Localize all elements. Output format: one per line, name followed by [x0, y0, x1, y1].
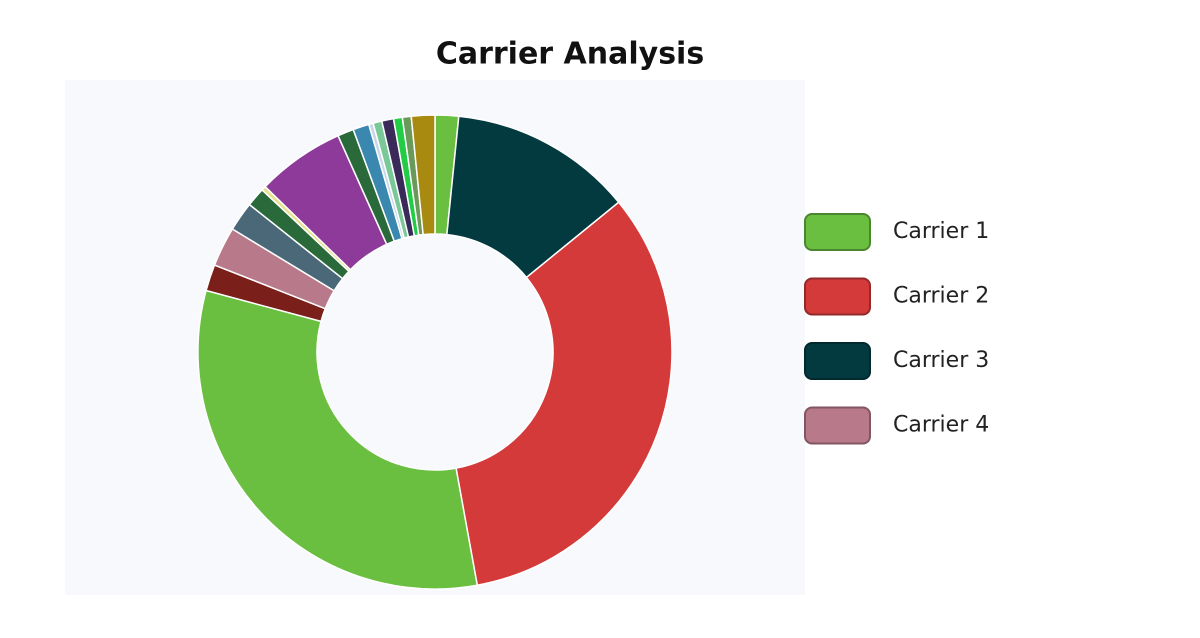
legend-swatch [804, 277, 871, 316]
legend-label: Carrier 4 [893, 413, 989, 438]
legend-label: Carrier 2 [893, 284, 989, 309]
slices [197, 114, 673, 590]
slice [197, 289, 479, 590]
legend-swatch [804, 406, 871, 445]
slice [410, 114, 436, 236]
legend-label: Carrier 3 [893, 348, 989, 373]
chart-title: Carrier Analysis [436, 37, 704, 72]
legend-swatch [804, 213, 871, 251]
slice [455, 201, 673, 587]
legend-swatch [804, 342, 871, 380]
legend: Carrier 1 Carrier 2 Carrier 3 Carrier 4 [804, 213, 989, 445]
legend-label: Carrier 1 [893, 219, 989, 244]
